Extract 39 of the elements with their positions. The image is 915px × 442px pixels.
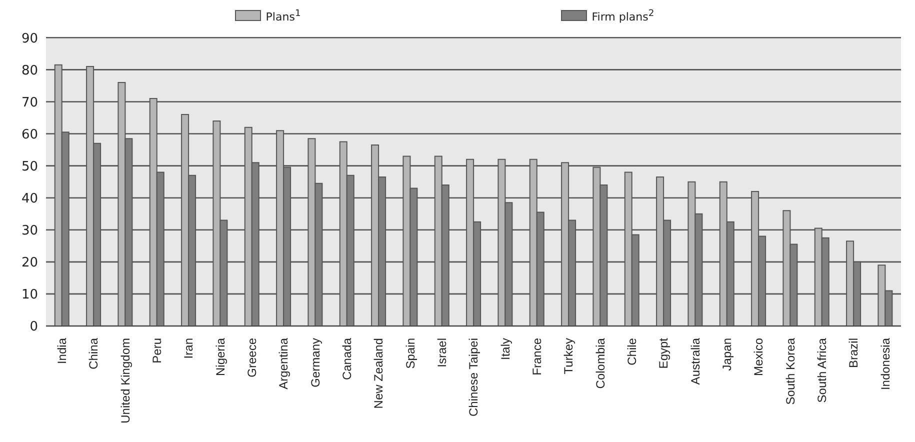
y-tick-label: 30: [21, 224, 38, 238]
x-tick-label: Canada: [340, 338, 354, 380]
x-tick-label: Spain: [403, 338, 418, 369]
x-tick-label: Chile: [625, 338, 640, 366]
y-tick-label: 90: [21, 31, 38, 46]
x-tick-label: Iran: [182, 338, 196, 359]
y-tick-label: 50: [21, 159, 38, 174]
x-tick-label: Japan: [720, 338, 734, 371]
x-tick-label: Chinese Taipei: [466, 338, 481, 416]
y-tick-label: 40: [21, 191, 38, 206]
y-tick-label: 60: [21, 127, 38, 142]
x-tick-label: Indonesia: [878, 338, 892, 390]
x-tick-label: South Korea: [783, 338, 798, 405]
x-tick-label: China: [86, 338, 101, 370]
x-tick-label: United Kingdom: [118, 338, 132, 424]
x-tick-label: Germany: [308, 338, 322, 388]
x-tick-label: Australia: [688, 338, 702, 385]
legend-label: Firm plans$^{2}$: [592, 8, 654, 24]
legend-label: Plans$^{1}$: [266, 8, 301, 24]
x-tick-label: Colombia: [593, 338, 608, 389]
x-tick-label: New Zealand: [372, 338, 386, 409]
x-tick-label: Israel: [435, 338, 450, 368]
x-tick-label: India: [55, 338, 70, 364]
y-tick-label: 70: [21, 95, 38, 110]
x-tick-label: France: [530, 338, 544, 376]
x-tick-label: Argentina: [276, 338, 291, 390]
x-tick-label: Egypt: [656, 337, 671, 369]
x-tick-label: South Africa: [815, 338, 830, 403]
x-tick-label: Mexico: [752, 338, 766, 376]
x-tick-label: Nigeria: [213, 338, 228, 376]
x-tick-label: Brazil: [846, 338, 861, 368]
x-tick-label: Turkey: [562, 338, 576, 374]
y-tick-label: 10: [21, 288, 38, 303]
y-tick-label: 80: [21, 63, 38, 78]
y-tick-label: 20: [21, 256, 38, 271]
x-tick-label: Italy: [498, 338, 512, 360]
x-tick-label: Greece: [245, 338, 260, 378]
x-tick-label: Peru: [150, 338, 164, 364]
y-tick-label: 0: [30, 320, 38, 335]
